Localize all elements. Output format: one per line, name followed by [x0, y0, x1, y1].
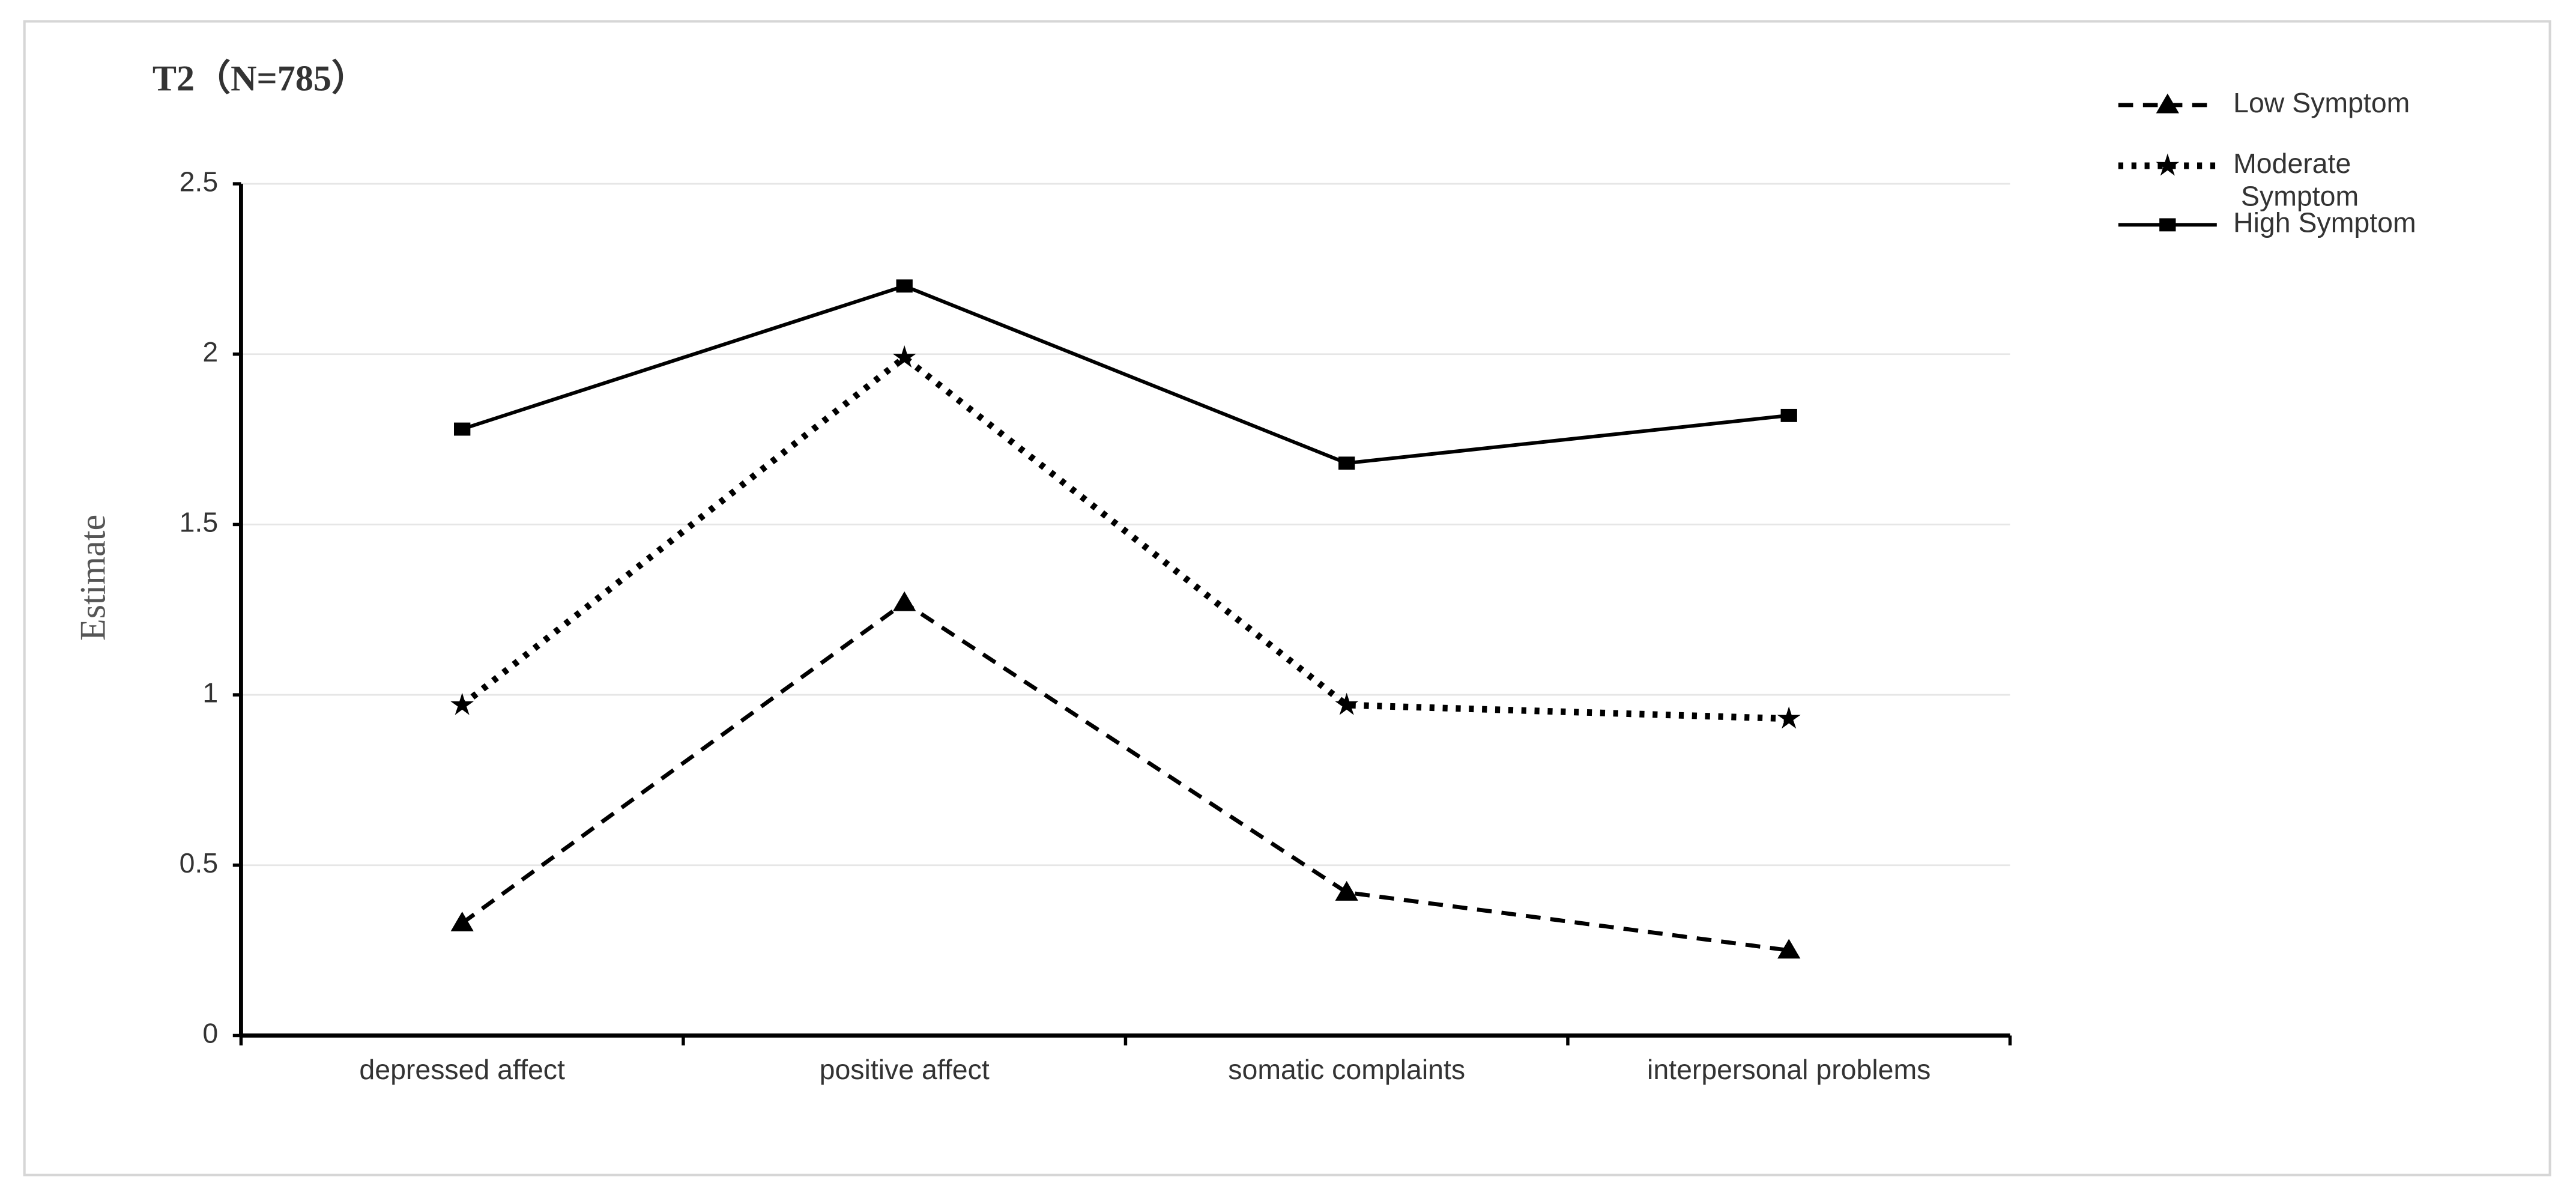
series-line: [460, 353, 1789, 722]
series-line: [461, 600, 1789, 952]
data-point: [450, 692, 474, 715]
legend-label: Low Symptom: [2233, 87, 2410, 118]
data-point: [1335, 692, 1359, 715]
x-tick-label: depressed affect: [359, 1054, 565, 1085]
y-axis-label: Estimate: [73, 515, 113, 641]
data-point: [1777, 939, 1801, 959]
data-point: [450, 912, 474, 931]
legend-marker: [2156, 153, 2180, 176]
data-point: [1780, 408, 1797, 422]
x-tick-label: positive affect: [820, 1054, 990, 1085]
data-point: [1338, 456, 1355, 470]
y-tick-label: 2: [202, 336, 218, 368]
legend-label: Moderate Symptom: [2233, 148, 2359, 212]
data-point: [896, 279, 913, 293]
x-tick-label: interpersonal problems: [1647, 1054, 1930, 1085]
y-tick-label: 1: [202, 677, 218, 708]
series-line: [461, 284, 1789, 465]
data-point: [1777, 706, 1801, 729]
legend-label: High Symptom: [2233, 207, 2416, 238]
data-point: [893, 591, 916, 611]
chart-title: T2（N=785）: [153, 58, 367, 98]
y-tick-label: 0: [202, 1018, 218, 1049]
legend-marker: [2159, 218, 2176, 232]
y-tick-label: 0.5: [180, 847, 219, 879]
x-tick-label: somatic complaints: [1228, 1054, 1465, 1085]
y-tick-label: 2.5: [180, 166, 219, 197]
legend-marker: [2156, 93, 2179, 113]
frame: [23, 20, 2551, 1176]
data-point: [454, 422, 471, 436]
data-point: [1335, 881, 1358, 901]
data-point: [892, 345, 916, 368]
y-tick-label: 1.5: [180, 507, 219, 538]
